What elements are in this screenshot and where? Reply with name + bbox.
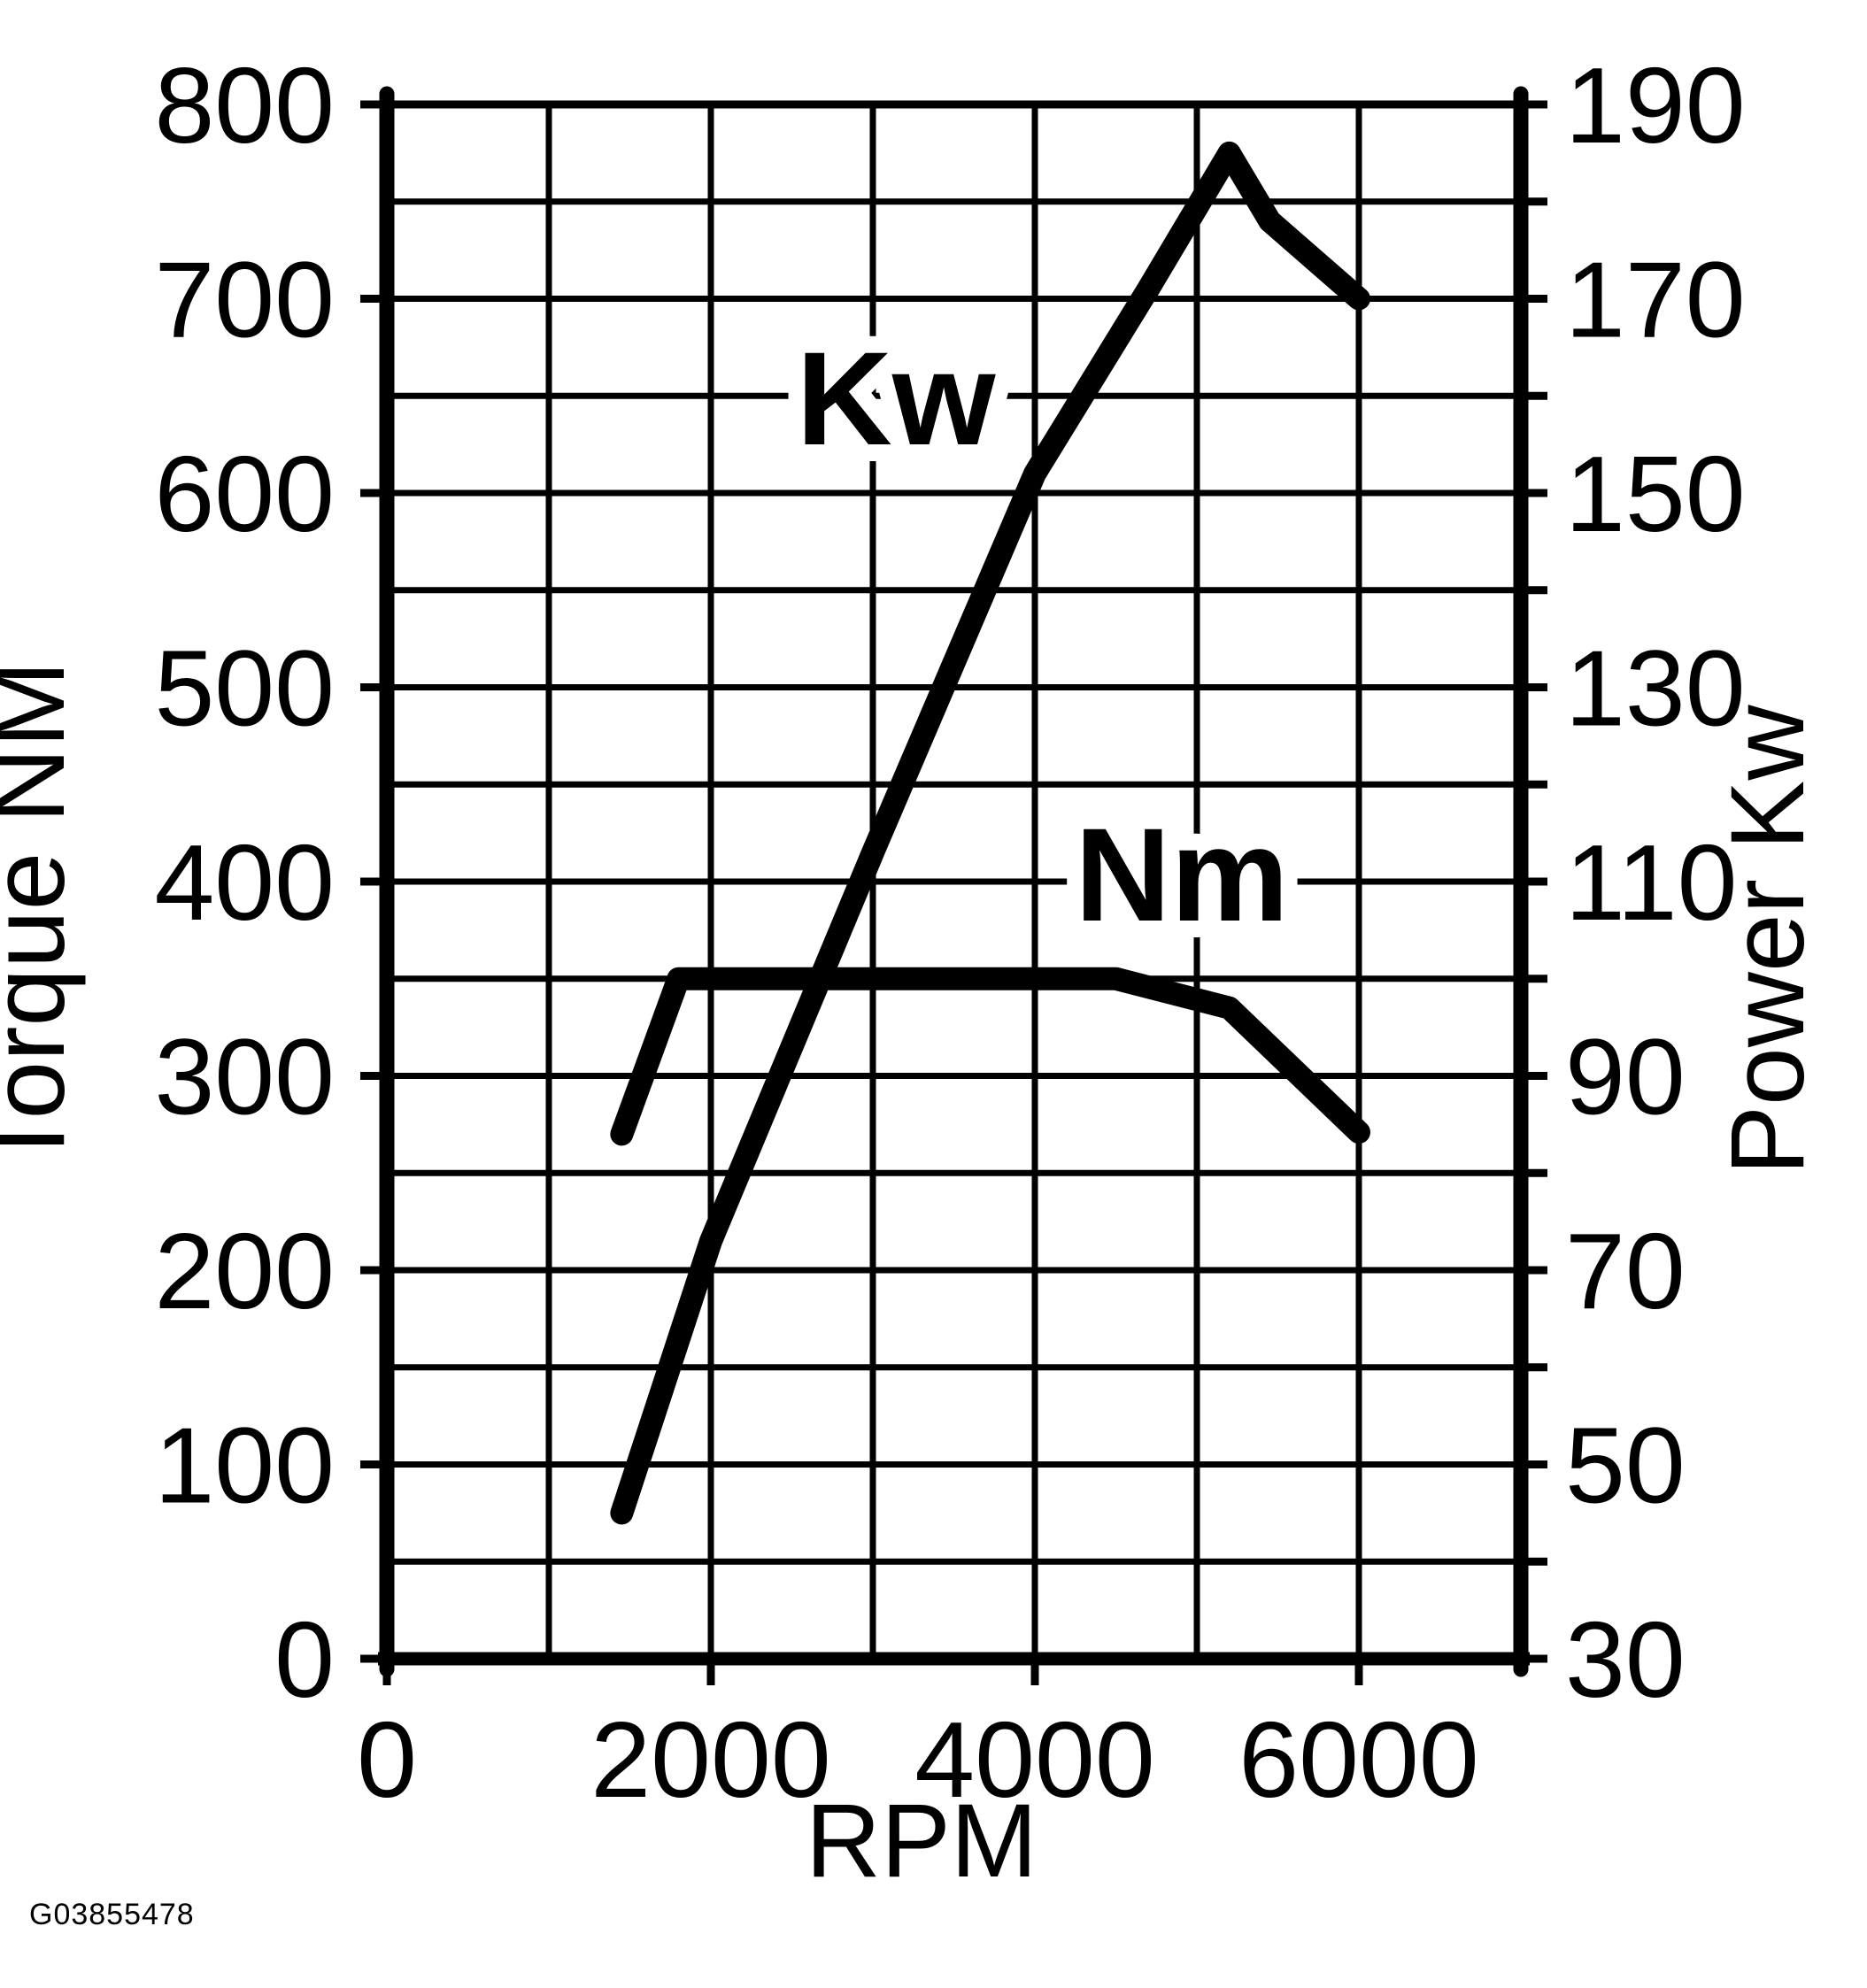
y-left-tick-label: 700 <box>154 240 335 360</box>
axis-ticks <box>360 100 1547 1685</box>
curve-torque <box>610 967 1370 1146</box>
y-right-tick-label: 70 <box>1565 1211 1686 1331</box>
y-right-tick-label: 130 <box>1565 628 1746 749</box>
y-right-tick-label: 50 <box>1565 1406 1686 1526</box>
y-left-tick-label: 200 <box>154 1211 335 1331</box>
x-tick-label: 6000 <box>1238 1699 1478 1820</box>
y-left-tick-label: 800 <box>154 45 335 166</box>
axis-tick-labels: 8007006005004003002001000190170150130110… <box>154 45 1745 1820</box>
x-tick-label: 2000 <box>590 1699 830 1820</box>
curve-power <box>610 141 1370 1525</box>
curves <box>610 141 1370 1525</box>
power-curve-label: Kw <box>797 324 996 473</box>
x-tick-label: 0 <box>357 1699 417 1820</box>
y-left-tick-label: 300 <box>154 1017 335 1137</box>
torque-curve-label: Nm <box>1075 800 1289 949</box>
y-right-tick-label: 170 <box>1565 240 1746 360</box>
y-left-tick-label: 400 <box>154 822 335 943</box>
y-right-tick-label: 30 <box>1565 1599 1686 1720</box>
y-left-tick-label: 500 <box>154 628 335 749</box>
y-right-tick-label: 90 <box>1565 1017 1686 1137</box>
y-left-tick-label: 0 <box>274 1599 335 1720</box>
x-tick-label: 4000 <box>914 1699 1154 1820</box>
y-left-tick-label: 100 <box>154 1406 335 1526</box>
y-right-tick-label: 150 <box>1565 434 1746 554</box>
figure-id: G03855478 <box>29 1898 195 1931</box>
y-right-axis-title: Power Kw <box>1709 705 1826 1175</box>
y-right-tick-label: 110 <box>1565 822 1738 943</box>
y-right-tick-label: 190 <box>1565 45 1746 166</box>
y-left-tick-label: 600 <box>154 434 335 554</box>
x-axis-title: RPM <box>806 1783 1038 1899</box>
y-left-axis-title: Torque NM <box>0 660 87 1171</box>
